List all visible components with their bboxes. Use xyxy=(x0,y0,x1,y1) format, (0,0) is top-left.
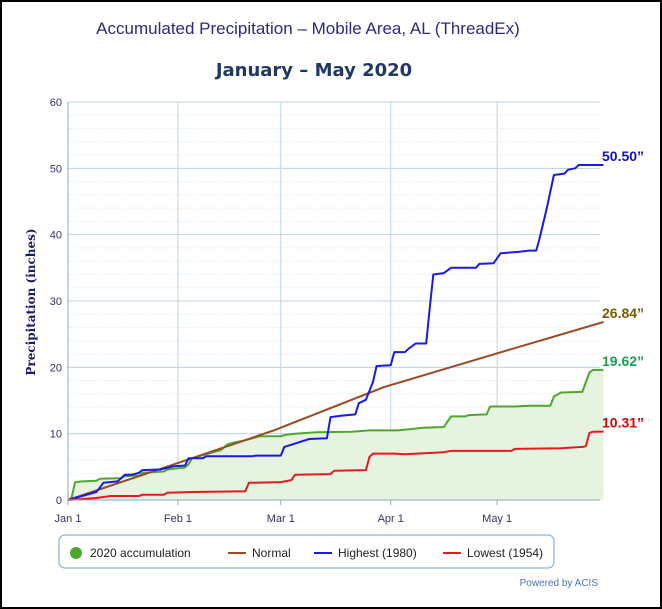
y-tick-label: 10 xyxy=(50,429,62,441)
end-label-normal: 26.84” xyxy=(602,305,644,321)
x-tick-label: Apr 1 xyxy=(378,513,404,525)
legend-symbol-2020-accumulation xyxy=(70,547,82,559)
y-tick-label: 40 xyxy=(50,230,62,242)
x-tick-label: Mar 1 xyxy=(267,513,295,525)
y-tick-label: 20 xyxy=(50,362,62,374)
legend-box xyxy=(58,534,555,569)
legend: 2020 accumulation Normal Highest (1980) Low… xyxy=(58,534,555,569)
chart-subtitle: January – May 2020 xyxy=(214,60,412,81)
legend-item-normal[interactable]: Normal xyxy=(252,546,291,560)
legend-item-highest-1980[interactable]: Highest (1980) xyxy=(338,546,417,560)
y-tick-label: 30 xyxy=(50,296,62,308)
series-line-lowest-1954[interactable] xyxy=(67,430,604,501)
y-tick-labels: 0 10 20 30 40 50 60 xyxy=(50,97,62,507)
end-labels: 19.62” 26.84” 50.50” 10.31” xyxy=(602,148,644,431)
credit-text[interactable]: Powered by ACIS xyxy=(520,578,599,589)
y-tick-label: 60 xyxy=(50,97,62,109)
x-tick-label: Feb 1 xyxy=(164,513,192,525)
series-line-2020-accumulation[interactable] xyxy=(67,368,604,501)
series-area-2020-accumulation xyxy=(68,369,604,500)
y-tick-label: 0 xyxy=(56,495,62,507)
y-axis-title: Precipitation (inches) xyxy=(24,228,38,375)
x-tick-label: May 1 xyxy=(482,513,512,525)
series-line-highest-1980[interactable] xyxy=(67,164,604,501)
end-label-lowest-1954: 10.31” xyxy=(602,415,644,431)
end-label-2020-accumulation: 19.62” xyxy=(602,353,644,369)
chart-title: Accumulated Precipitation – Mobile Area,… xyxy=(96,19,520,38)
x-tick-label: Jan 1 xyxy=(55,513,82,525)
end-label-highest-1980: 50.50” xyxy=(602,148,644,164)
series-layer xyxy=(67,164,604,501)
legend-item-2020-accumulation[interactable]: 2020 accumulation xyxy=(90,546,191,560)
x-tick-labels: Jan 1 Feb 1 Mar 1 Apr 1 May 1 xyxy=(55,500,512,525)
y-tick-label: 50 xyxy=(50,163,62,175)
legend-item-lowest-1954[interactable]: Lowest (1954) xyxy=(467,546,543,560)
axes xyxy=(67,102,600,501)
